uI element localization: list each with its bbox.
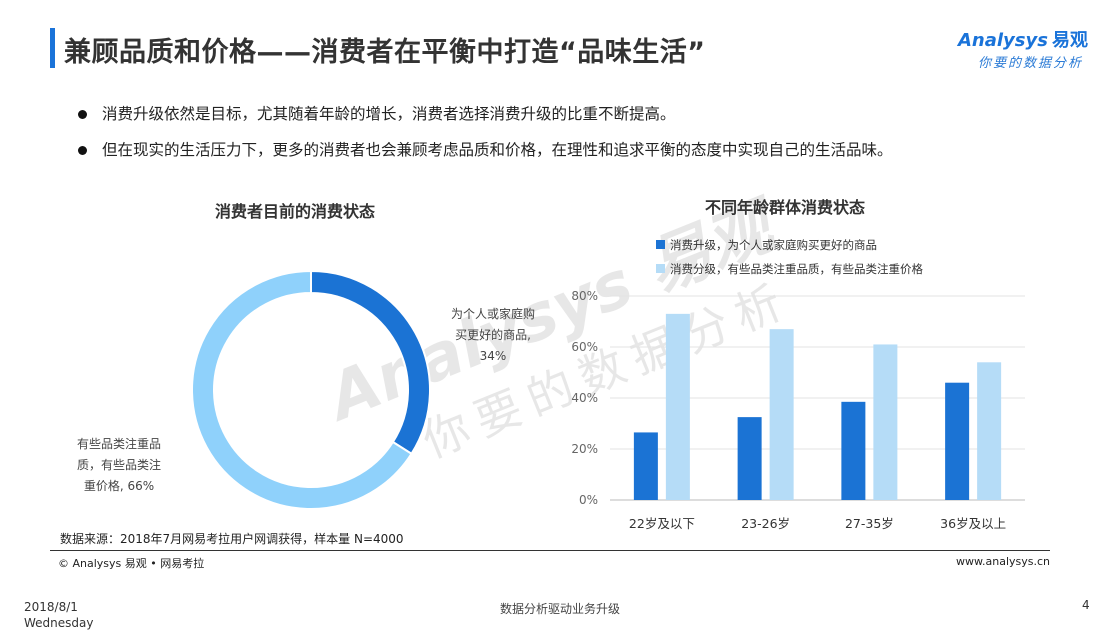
bullet-text: 消费升级依然是目标，尤其随着年龄的增长，消费者选择消费升级的比重不断提高。 bbox=[102, 105, 676, 123]
logo-tagline: 你要的数据分析 bbox=[978, 56, 1084, 71]
footer-slogan: 数据分析驱动业务升级 bbox=[499, 602, 620, 616]
donut-chart-title: 消费者目前的消费状态 bbox=[215, 202, 376, 221]
x-tick-label: 22岁及以下 bbox=[629, 516, 695, 531]
bullet-text: 但在现实的生活压力下，更多的消费者也会兼顾考虑品质和价格，在理性和追求平衡的态度… bbox=[102, 141, 893, 159]
bullet-item: 但在现实的生活压力下，更多的消费者也会兼顾考虑品质和价格，在理性和追求平衡的态度… bbox=[78, 140, 893, 160]
bar-0-1 bbox=[665, 313, 690, 500]
bar-1-1 bbox=[769, 329, 794, 500]
x-tick-label: 36岁及以上 bbox=[940, 516, 1006, 531]
bar-0-0 bbox=[633, 432, 658, 500]
legend-swatch-0 bbox=[656, 240, 665, 249]
bullet-list: 消费升级依然是目标，尤其随着年龄的增长，消费者选择消费升级的比重不断提高。 但在… bbox=[78, 104, 893, 176]
bar-chart: 消费升级，为个人或家庭购买更好的商品消费分级，有些品类注重品质，有些品类注重价格… bbox=[571, 238, 1025, 531]
donut-slice-1 bbox=[191, 270, 413, 510]
legend-label-0: 消费升级，为个人或家庭购买更好的商品 bbox=[670, 238, 877, 252]
y-tick-label: 0% bbox=[579, 493, 598, 507]
footer-divider bbox=[50, 550, 1050, 551]
bar-2-1 bbox=[873, 344, 898, 500]
y-tick-label: 80% bbox=[571, 289, 598, 303]
bullet-dot-icon bbox=[78, 110, 87, 119]
legend-swatch-1 bbox=[656, 264, 665, 273]
slide-date: 2018/8/1 Wednesday bbox=[24, 600, 94, 630]
copyright-text: © Analysys 易观 • 网易考拉 bbox=[58, 557, 205, 570]
y-tick-label: 40% bbox=[571, 391, 598, 405]
legend-label-1: 消费分级，有些品类注重品质，有些品类注重价格 bbox=[670, 262, 923, 276]
analysys-logo: Analysys 易观 你要的数据分析 bbox=[958, 26, 1098, 74]
bar-2-0 bbox=[841, 401, 866, 500]
website-link[interactable]: www.analysys.cn bbox=[956, 555, 1050, 568]
y-tick-label: 20% bbox=[571, 442, 598, 456]
donut-chart bbox=[191, 270, 431, 510]
x-tick-label: 23-26岁 bbox=[741, 516, 790, 531]
x-tick-label: 27-35岁 bbox=[845, 516, 894, 531]
title-accent-bar bbox=[50, 28, 55, 68]
donut-label-balance: 有些品类注重品 质，有些品类注 重价格, 66% bbox=[76, 437, 161, 493]
page-title: 兼顾品质和价格——消费者在平衡中打造“品味生活” bbox=[64, 37, 706, 68]
logo-wordmark: Analysys bbox=[958, 30, 1048, 51]
logo-chinese: 易观 bbox=[1051, 30, 1088, 51]
data-source-note: 数据来源：2018年7月网易考拉用户网调获得，样本量 N=4000 bbox=[60, 532, 404, 546]
page-number: 4 bbox=[1082, 598, 1090, 612]
bullet-item: 消费升级依然是目标，尤其随着年龄的增长，消费者选择消费升级的比重不断提高。 bbox=[78, 104, 893, 124]
bullet-dot-icon bbox=[78, 146, 87, 155]
bar-1-0 bbox=[737, 417, 762, 500]
y-tick-label: 60% bbox=[571, 340, 598, 354]
donut-label-upgrade: 为个人或家庭购 买更好的商品, 34% bbox=[450, 307, 535, 363]
bar-3-1 bbox=[977, 362, 1002, 500]
bar-chart-title: 不同年龄群体消费状态 bbox=[705, 198, 866, 217]
donut-slice-0 bbox=[310, 270, 431, 456]
bar-3-0 bbox=[945, 382, 970, 500]
